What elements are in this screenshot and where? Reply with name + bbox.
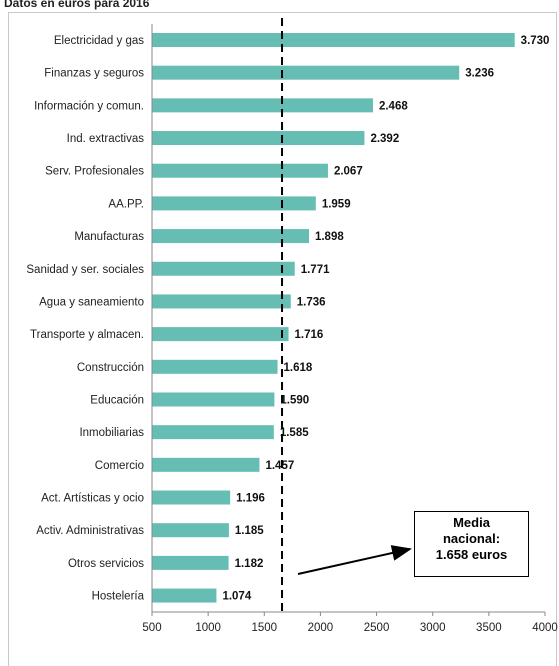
value-label-0: 3.730 [521, 35, 550, 47]
x-tick-label-6: 3500 [476, 622, 502, 634]
category-label-4: Serv. Profesionales [45, 166, 144, 178]
annotation-line-1: Media [453, 515, 490, 530]
bar-9 [152, 327, 289, 342]
x-tick-label-5: 3000 [420, 622, 446, 634]
value-label-12: 1.585 [280, 427, 309, 439]
category-label-11: Educación [90, 394, 144, 406]
value-label-5: 1.959 [322, 198, 351, 210]
category-label-3: Ind. extractivas [67, 133, 145, 145]
value-label-15: 1.185 [235, 525, 264, 537]
value-label-13: 1.457 [265, 460, 294, 472]
bar-7 [152, 261, 295, 276]
annotation-line-3: 1.658 euros [435, 547, 508, 562]
category-label-17: Hostelería [92, 591, 145, 603]
category-label-14: Act. Artísticas y ocio [41, 493, 144, 505]
category-label-15: Activ. Administrativas [36, 525, 144, 537]
bar-11 [152, 392, 275, 407]
bar-17 [152, 588, 217, 603]
category-label-1: Finanzas y seguros [44, 68, 144, 80]
category-label-9: Transporte y almacen. [30, 329, 144, 341]
category-label-6: Manufacturas [74, 231, 144, 243]
bar-5 [152, 196, 316, 211]
bar-14 [152, 490, 231, 505]
bar-0 [152, 33, 515, 47]
value-label-3: 2.392 [370, 133, 399, 145]
value-label-7: 1.771 [301, 264, 330, 276]
value-label-6: 1.898 [315, 231, 344, 243]
x-tick-label-7: 4000 [532, 622, 558, 634]
value-label-11: 1.590 [280, 394, 309, 406]
x-tick-label-4: 2500 [364, 622, 390, 634]
value-label-17: 1.074 [222, 591, 251, 603]
value-label-1: 3.236 [465, 68, 494, 80]
category-label-0: Electricidad y gas [54, 35, 144, 47]
plot-frame [8, 12, 557, 666]
annotation-line-2: nacional: [442, 531, 501, 546]
category-label-10: Construcción [77, 362, 144, 374]
value-label-8: 1.736 [297, 296, 326, 308]
mean-annotation-box: Media nacional: 1.658 euros [414, 511, 529, 577]
value-label-14: 1.196 [236, 493, 265, 505]
bar-8 [152, 294, 291, 309]
category-label-12: Inmobiliarias [79, 427, 144, 439]
value-label-16: 1.182 [235, 558, 264, 570]
annotation-arrow [297, 545, 412, 575]
bar-13 [152, 457, 260, 472]
bar-12 [152, 425, 274, 440]
x-tick-label-1: 1000 [195, 622, 221, 634]
value-label-10: 1.618 [284, 362, 313, 374]
x-tick-label-2: 1500 [251, 622, 277, 634]
bar-1 [152, 65, 460, 80]
category-label-13: Comercio [95, 460, 144, 472]
x-tick-label-3: 2000 [308, 622, 334, 634]
bar-2 [152, 98, 373, 113]
bar-15 [152, 523, 229, 538]
category-label-5: AA.PP. [108, 198, 144, 210]
value-label-4: 2.067 [334, 166, 363, 178]
bar-4 [152, 163, 328, 178]
bar-6 [152, 229, 309, 244]
bar-3 [152, 131, 365, 146]
value-label-9: 1.716 [295, 329, 324, 341]
chart-subtitle: Datos en euros para 2016 [4, 0, 150, 10]
bar-16 [152, 555, 229, 570]
value-label-2: 2.468 [379, 100, 408, 112]
category-label-16: Otros servicios [68, 558, 144, 570]
category-label-7: Sanidad y ser. sociales [26, 264, 144, 276]
category-label-8: Agua y saneamiento [39, 296, 144, 308]
bar-10 [152, 359, 278, 374]
category-label-2: Información y comun. [34, 100, 144, 112]
x-tick-label-0: 500 [142, 622, 161, 634]
